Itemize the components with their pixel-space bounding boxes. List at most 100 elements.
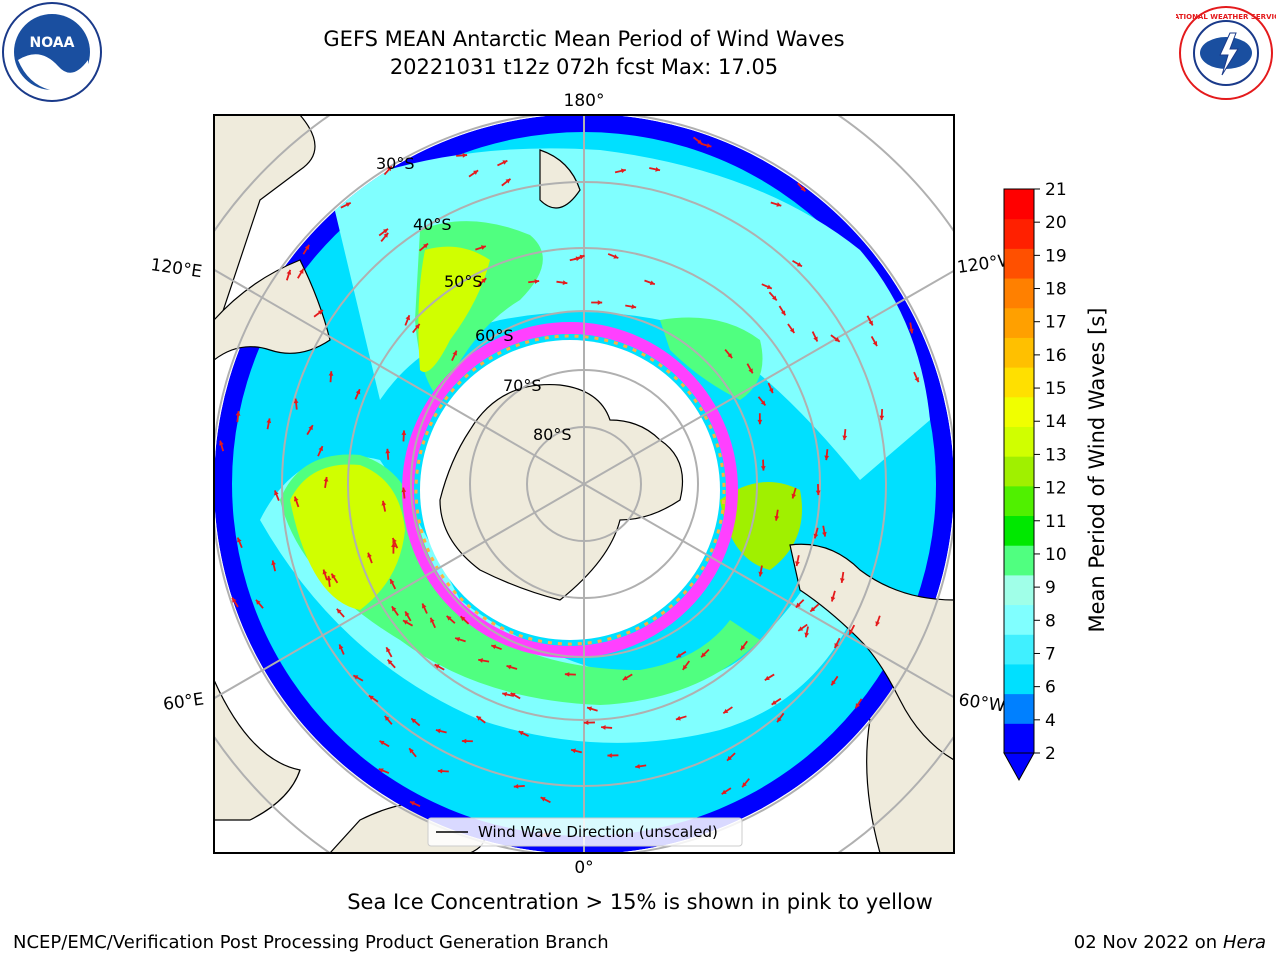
wave-arrow-head (401, 487, 407, 493)
colorbar-tick-label: 17 (1045, 313, 1067, 333)
wave-arrow-head (723, 708, 729, 714)
wave-arrow-head (402, 620, 408, 625)
colorbar-tick-label: 9 (1045, 578, 1056, 598)
wave-arrow-head (855, 703, 860, 709)
footer-date: 02 Nov 2022 on Hera (1074, 932, 1266, 953)
wave-arrow-head (675, 715, 681, 721)
colorbar-tick-label: 21 (1045, 180, 1067, 200)
colorbar-tick-label: 18 (1045, 280, 1067, 300)
wave-arrow-head (317, 310, 323, 315)
wave-arrow-head (304, 244, 310, 250)
wave-arrow-head (622, 675, 628, 681)
colorbar-extend-triangle (1003, 752, 1035, 782)
colorbar-segment (1004, 189, 1034, 220)
wave-arrow-head (562, 280, 568, 286)
wave-arrow-head (839, 578, 845, 583)
wave-arrow-head (437, 768, 443, 774)
wave-arrow-head (383, 228, 388, 234)
wave-arrow-head (446, 615, 452, 621)
wave-arrow-head (331, 573, 336, 579)
colorbar-tick-label: 4 (1045, 711, 1056, 731)
wave-arrow-head (831, 680, 836, 686)
colorbar-segment (1004, 515, 1034, 546)
wave-arrow-head (760, 400, 766, 406)
wave-arrow-head (795, 561, 800, 567)
colorbar-frame (1003, 188, 1035, 754)
wave-arrow-head (748, 368, 753, 374)
arrow-legend: Wind Wave Direction (unscaled) (427, 817, 743, 847)
wave-arrow-head (368, 695, 374, 701)
colorbar-segment (1004, 604, 1034, 635)
wave-arrow-head (740, 645, 746, 651)
graticule (214, 115, 954, 853)
wave-arrow-head (391, 542, 396, 548)
wave-arrow-head (780, 310, 786, 316)
wave-arrow-head (430, 617, 435, 623)
wave-arrow-head (575, 256, 581, 262)
wave-arrow-head (434, 664, 440, 669)
wave-arrow-head (502, 692, 508, 697)
lat-label-80s: 80°S (533, 425, 572, 444)
wave-field-green-east (660, 317, 763, 400)
colorbar-tick-label: 16 (1045, 346, 1067, 366)
figure-title: GEFS MEAN Antarctic Mean Period of Wind … (323, 27, 845, 51)
wave-arrow-head (789, 328, 795, 334)
wave-arrow-head (322, 569, 328, 575)
wave-arrow-head (401, 430, 407, 435)
legend-label: Wind Wave Direction (unscaled) (478, 823, 718, 841)
wave-arrow-head (908, 328, 914, 334)
wave-arrow-head (534, 279, 540, 284)
wave-arrow-head (219, 440, 224, 446)
wave-arrow-head (384, 715, 390, 721)
lon-label-60w: 60°W (957, 690, 1006, 716)
wave-arrow-head (409, 748, 414, 754)
lon-label-180: 180° (564, 91, 605, 111)
colorbar-segment (1004, 574, 1034, 606)
wave-arrow-head (473, 170, 479, 175)
wave-arrow-head (480, 245, 486, 250)
wave-arrow-head (682, 664, 688, 670)
wave-arrow-head (353, 675, 359, 680)
colorbar-segment (1004, 545, 1034, 576)
colorbar-segment (1004, 307, 1034, 338)
wave-arrow-head (378, 768, 384, 773)
wave-field-yellow-north (418, 246, 490, 372)
wave-field-yellow-south (290, 464, 405, 610)
wave-arrow-head (697, 139, 703, 145)
wave-arrow-head (764, 675, 770, 681)
wave-field-lime-east (720, 482, 802, 570)
colorbar-tick-label: 13 (1045, 445, 1067, 465)
colorbar-tick-label: 7 (1045, 644, 1056, 664)
noaa-logo-text: NOAA (30, 35, 75, 51)
colorbar-tick-label: 11 (1045, 512, 1067, 532)
colorbar-tick-label: 10 (1045, 545, 1067, 565)
wave-arrow-head (476, 716, 482, 721)
colorbar-segment (1004, 248, 1034, 279)
wave-arrow-head (571, 748, 576, 754)
sea-ice-caption: Sea Ice Concentration > 15% is shown in … (347, 890, 933, 914)
wave-arrow-head (387, 166, 392, 172)
wave-arrow-head (879, 415, 885, 421)
wave-arrow-head (481, 278, 487, 283)
wave-arrow-head (383, 232, 389, 238)
wave-arrow-head (409, 801, 415, 806)
colorbar-tick-label: 14 (1045, 412, 1067, 432)
wave-arrow-head (772, 295, 777, 301)
wave-arrow-head (842, 435, 848, 441)
wave-arrow-head (813, 336, 818, 342)
wave-arrow-head (518, 731, 524, 736)
wave-arrow-head (491, 644, 497, 650)
colorbar-segment (1004, 278, 1034, 309)
wave-arrow-head (392, 538, 397, 544)
colorbar-tick-label: 19 (1045, 246, 1067, 266)
wave-arrow-head (824, 455, 830, 461)
wave-arrow-head (326, 575, 332, 581)
antarctica (439, 383, 684, 601)
wave-arrow-head (423, 243, 429, 249)
figure-subtitle: 20221031 t12z 072h fcst Max: 17.05 (389, 55, 779, 79)
wave-arrow-head (804, 632, 810, 638)
wave-arrow-head (235, 411, 241, 416)
wave-arrow-head (706, 143, 712, 148)
wave-arrow-head (875, 621, 880, 627)
colorbar-tick-label: 15 (1045, 379, 1067, 399)
